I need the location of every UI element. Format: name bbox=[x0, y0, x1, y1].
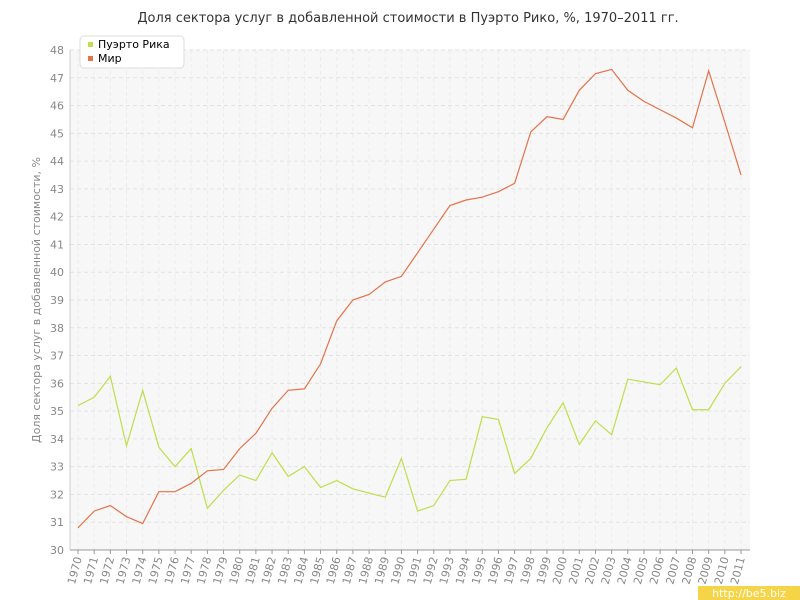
series-line bbox=[77, 366, 742, 512]
y-tick-label: 43 bbox=[50, 183, 64, 196]
watermark-background bbox=[698, 586, 800, 600]
y-tick-label: 37 bbox=[50, 350, 64, 363]
y-tick-label: 32 bbox=[50, 488, 64, 501]
y-tick-label: 33 bbox=[50, 461, 64, 474]
legend-box bbox=[79, 35, 185, 69]
legend-swatch bbox=[88, 56, 93, 61]
y-tick-label: 47 bbox=[50, 72, 64, 85]
y-tick-label: 40 bbox=[50, 266, 64, 279]
y-tick-label: 46 bbox=[50, 100, 64, 113]
watermark: http://be5.biz bbox=[712, 587, 786, 600]
legend-swatch bbox=[88, 42, 93, 47]
y-tick-label: 41 bbox=[50, 238, 64, 251]
chart-title: Доля сектора услуг в добавленной стоимос… bbox=[137, 11, 678, 26]
y-tick-label: 34 bbox=[50, 433, 64, 446]
y-tick-label: 44 bbox=[50, 155, 64, 168]
series-line bbox=[77, 68, 742, 529]
y-tick-label: 31 bbox=[50, 516, 64, 529]
y-tick-label: 38 bbox=[50, 322, 64, 335]
y-tick-label: 42 bbox=[50, 211, 64, 224]
y-tick-label: 36 bbox=[50, 377, 64, 390]
y-tick-label: 39 bbox=[50, 294, 64, 307]
legend-text: Пуэрто Рика bbox=[98, 38, 170, 51]
y-axis-label: Доля сектора услуг в добавленной стоимос… bbox=[30, 157, 43, 443]
y-tick-label: 35 bbox=[50, 405, 64, 418]
y-tick-label: 45 bbox=[50, 127, 64, 140]
y-tick-label: 30 bbox=[50, 544, 64, 557]
y-tick-label: 48 bbox=[50, 44, 64, 57]
legend-text: Мир bbox=[98, 52, 122, 65]
